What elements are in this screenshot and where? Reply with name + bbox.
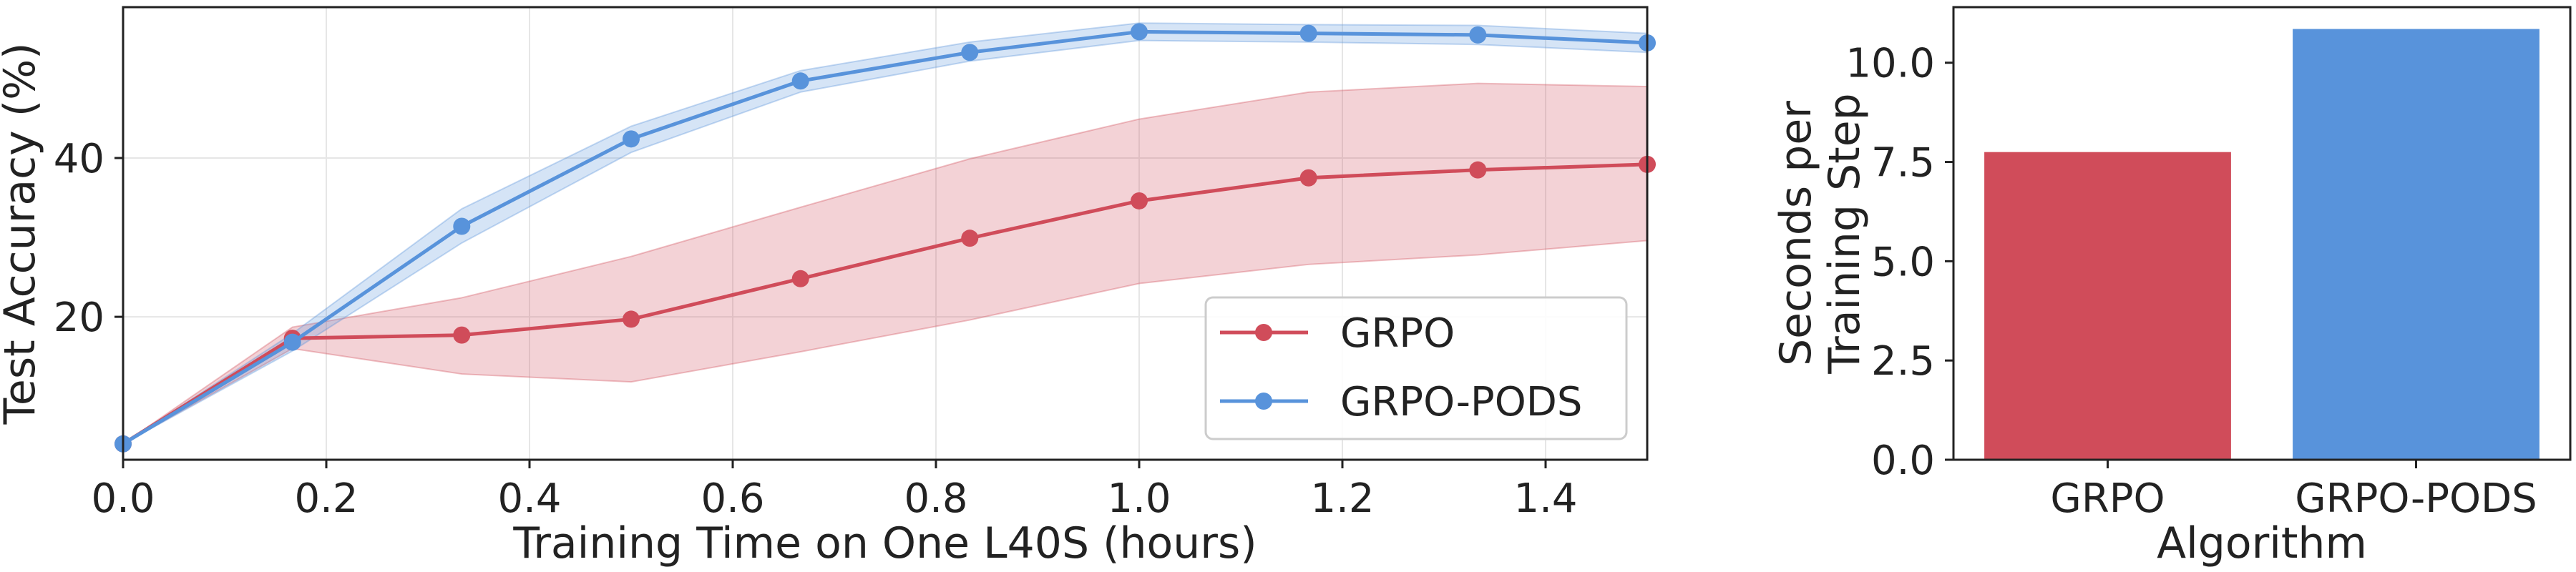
bar-chart-bars bbox=[1984, 29, 2540, 460]
x-tick-label: 0.4 bbox=[497, 475, 561, 522]
point-grpo-pods bbox=[453, 217, 471, 235]
bar-chart-x-axis-label: Algorithm bbox=[2157, 518, 2367, 568]
point-grpo bbox=[1469, 161, 1487, 179]
point-grpo-pods bbox=[791, 72, 809, 90]
x-tick-label: GRPO bbox=[2050, 475, 2165, 522]
bar-chart-y-axis-label-line-2: Training Step bbox=[1820, 93, 1870, 374]
x-tick-label: 1.0 bbox=[1107, 475, 1171, 522]
point-grpo bbox=[961, 230, 979, 247]
point-grpo-pods bbox=[1469, 26, 1487, 44]
x-tick-label: 1.2 bbox=[1310, 475, 1374, 522]
line-chart-y-axis-label: Test Accuracy (%) bbox=[0, 42, 45, 425]
line-chart-series bbox=[114, 23, 1656, 453]
line-chart-frame bbox=[122, 6, 1649, 461]
x-tick-label: 0.8 bbox=[904, 475, 967, 522]
x-tick-label: 1.4 bbox=[1513, 475, 1577, 522]
line-chart-panel: 0.0 0.2 0.4 0.6 0.8 1.0 1.2 1.4 20 40 Training Ti… bbox=[0, 6, 1656, 568]
x-tick-label: 0.0 bbox=[91, 475, 155, 522]
legend-box bbox=[1204, 296, 1628, 440]
legend-label-grpo-pods: GRPO-PODS bbox=[1340, 379, 1582, 425]
y-tick-label: 40 bbox=[54, 136, 104, 182]
series-grpo-pods bbox=[114, 23, 1656, 453]
y-tick-label: 5.0 bbox=[1871, 239, 1935, 285]
line-grpo bbox=[122, 162, 1648, 445]
y-tick-label: 20 bbox=[54, 295, 104, 341]
legend-label-grpo: GRPO bbox=[1340, 310, 1455, 357]
x-tick-label: 0.6 bbox=[701, 475, 764, 522]
line-chart-x-axis-label: Training Time on One L40S (hours) bbox=[512, 518, 1257, 568]
bar-chart-ticks: GRPO GRPO-PODS 0.0 2.5 5.0 7.5 10.0 bbox=[1845, 41, 2537, 522]
y-tick-label: 2.5 bbox=[1871, 338, 1935, 385]
x-tick-label: 0.2 bbox=[294, 475, 358, 522]
y-tick-label: 0.0 bbox=[1871, 438, 1935, 484]
bar-grpo bbox=[1984, 152, 2231, 460]
point-grpo-pods bbox=[1131, 23, 1148, 41]
line-grpo-pods bbox=[122, 29, 1648, 445]
y-tick-label: 10.0 bbox=[1845, 41, 1935, 87]
bar-chart-y-axis-label-line-1: Seconds per bbox=[1771, 101, 1821, 366]
point-grpo-pods bbox=[1299, 24, 1317, 42]
legend-marker-grpo-pods bbox=[1255, 393, 1272, 410]
point-grpo bbox=[623, 310, 640, 328]
line-chart-ticks: 0.0 0.2 0.4 0.6 0.8 1.0 1.2 1.4 20 40 bbox=[54, 136, 1578, 522]
point-grpo bbox=[453, 326, 471, 344]
point-grpo bbox=[1299, 169, 1317, 187]
bar-chart-frame bbox=[1952, 6, 2572, 461]
point-grpo-pods bbox=[961, 44, 979, 61]
point-grpo-pods bbox=[623, 130, 640, 148]
y-tick-label: 7.5 bbox=[1871, 140, 1935, 187]
x-tick-label: GRPO-PODS bbox=[2295, 475, 2537, 522]
point-grpo-pods bbox=[283, 333, 301, 351]
point-grpo bbox=[1131, 192, 1148, 209]
legend-marker-grpo bbox=[1255, 324, 1272, 341]
point-grpo bbox=[791, 270, 809, 287]
bar-grpo-pods bbox=[2293, 29, 2540, 460]
line-chart-legend: GRPO GRPO-PODS bbox=[1204, 296, 1628, 440]
